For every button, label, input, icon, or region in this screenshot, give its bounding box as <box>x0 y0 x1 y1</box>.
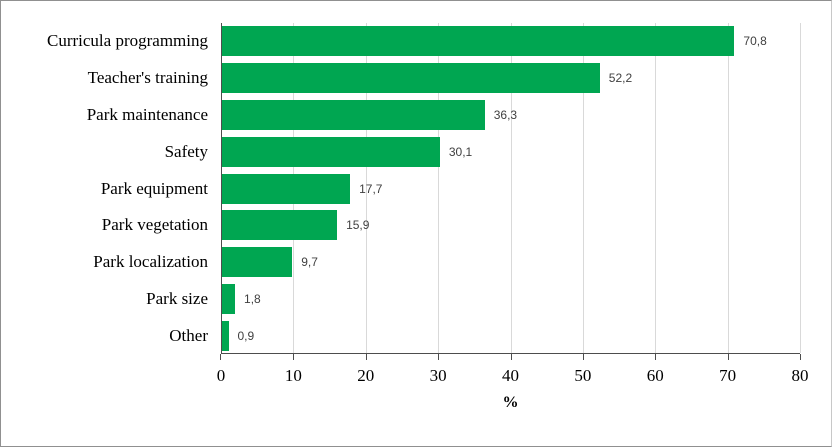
x-tick-label-70: 70 <box>719 366 737 385</box>
x-tick-0 <box>220 354 221 360</box>
category-label-park-size: Park size <box>146 288 208 308</box>
x-tick-label-10: 10 <box>284 366 302 385</box>
x-tick-label-40: 40 <box>502 366 519 385</box>
x-tick-label-50: 50 <box>574 366 592 385</box>
bar-park-equipment <box>222 173 351 204</box>
value-label-teacher-s-training: 52,2 <box>608 71 633 86</box>
x-axis-title: % <box>502 394 519 411</box>
category-label-park-vegetation: Park vegetation <box>101 215 208 235</box>
bar-park-maintenance <box>222 99 485 130</box>
bar-other <box>222 320 229 351</box>
x-tick-label-60: 60 <box>646 366 664 385</box>
category-label-park-localization: Park localization <box>93 252 208 272</box>
gridline-40 <box>510 23 512 353</box>
bar-park-vegetation <box>222 210 338 241</box>
x-tick-label-20: 20 <box>357 366 375 385</box>
gridline-50 <box>582 23 584 353</box>
category-label-park-maintenance: Park maintenance <box>86 104 208 124</box>
value-label-park-size: 1,8 <box>244 291 261 306</box>
x-tick-label-80: 80 <box>791 366 809 385</box>
x-tick-10 <box>293 354 295 360</box>
plot-area <box>221 23 801 354</box>
category-label-safety: Safety <box>164 141 208 161</box>
category-label-park-equipment: Park equipment <box>100 178 208 198</box>
category-label-curricula-programming: Curricula programming <box>47 31 208 51</box>
bar-park-localization <box>222 247 293 278</box>
gridline-20 <box>365 23 367 353</box>
gridline-70 <box>727 23 729 353</box>
gridline-60 <box>655 23 657 353</box>
gridline-30 <box>438 23 440 353</box>
value-label-park-maintenance: 36,3 <box>493 107 518 122</box>
x-tick-80 <box>800 354 801 360</box>
bar-safety <box>222 136 440 167</box>
category-label-other: Other <box>169 325 208 345</box>
bar-curricula-programming <box>222 26 735 57</box>
value-label-safety: 30,1 <box>448 144 473 159</box>
value-label-park-localization: 9,7 <box>301 255 318 270</box>
gridline-80 <box>800 23 801 353</box>
x-tick-70 <box>727 354 729 360</box>
x-tick-60 <box>655 354 657 360</box>
value-label-curricula-programming: 70,8 <box>743 34 767 49</box>
x-tick-50 <box>582 354 584 360</box>
x-tick-20 <box>365 354 367 360</box>
bar-teacher-s-training <box>222 63 600 94</box>
x-tick-40 <box>510 354 512 360</box>
bar-park-size <box>222 283 236 314</box>
x-tick-label-0: 0 <box>216 366 226 385</box>
category-label-teacher-s-training: Teacher's training <box>87 68 208 88</box>
x-tick-label-30: 30 <box>429 366 447 385</box>
x-tick-30 <box>438 354 440 360</box>
value-label-park-equipment: 17,7 <box>359 181 383 196</box>
value-label-park-vegetation: 15,9 <box>346 218 370 233</box>
value-label-other: 0,9 <box>237 328 255 343</box>
